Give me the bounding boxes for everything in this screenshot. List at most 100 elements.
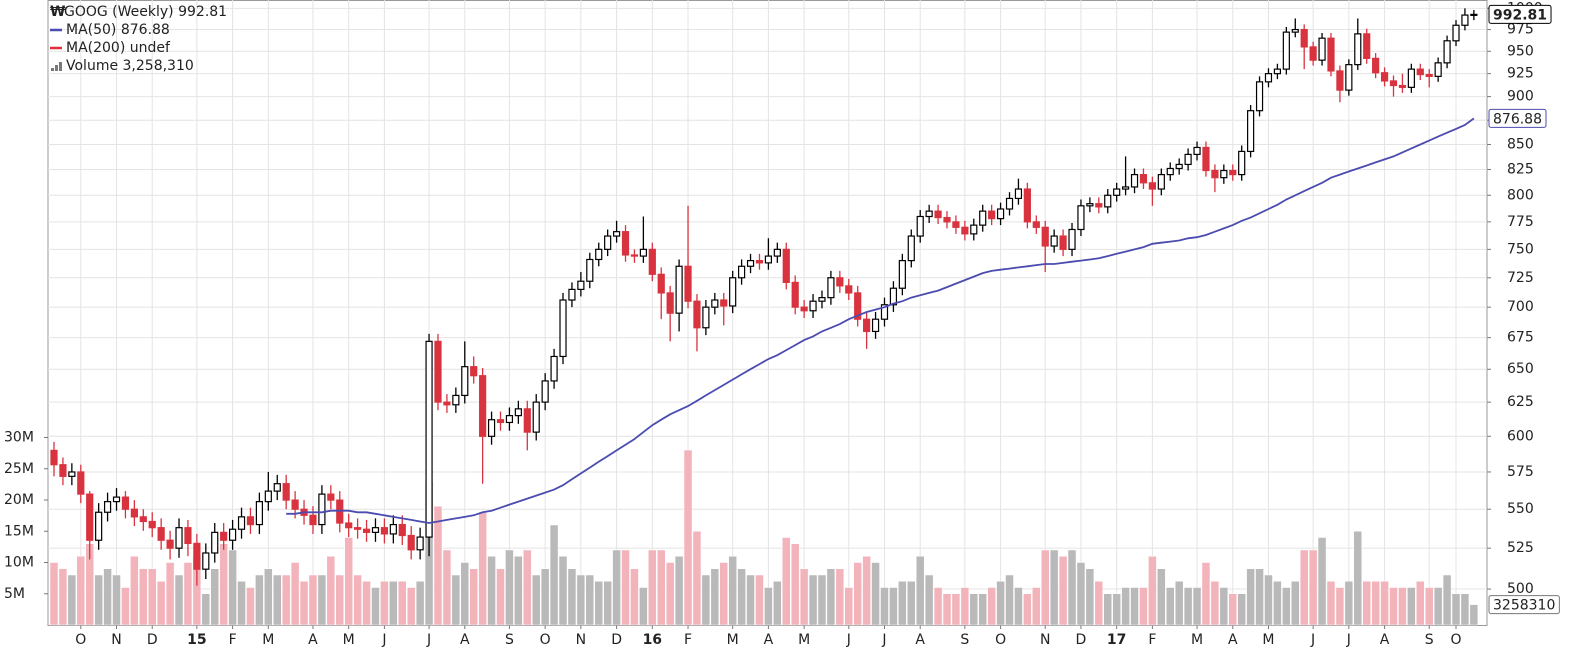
candle-body bbox=[827, 277, 835, 299]
y-tick-label: 850 bbox=[1507, 136, 1534, 152]
candle-body bbox=[880, 304, 889, 320]
x-tick-label: M bbox=[798, 632, 810, 648]
volume-bar bbox=[889, 587, 898, 626]
candle-body bbox=[416, 536, 424, 551]
volume-bar bbox=[835, 568, 845, 626]
y-tick-label: 900 bbox=[1507, 89, 1534, 105]
volume-bar bbox=[308, 574, 318, 626]
volume-tick-label: 25M bbox=[4, 461, 34, 477]
candle-body bbox=[523, 408, 531, 433]
candle-body bbox=[764, 255, 773, 264]
volume-bar bbox=[594, 581, 603, 626]
x-tick-label: J bbox=[1310, 632, 1315, 648]
candle-body bbox=[729, 277, 737, 307]
candle-body bbox=[809, 300, 817, 312]
candle-body bbox=[202, 552, 210, 570]
candle-body bbox=[452, 394, 460, 406]
volume-bar bbox=[1424, 587, 1434, 626]
volume-bar bbox=[826, 568, 836, 626]
candle-body bbox=[157, 527, 165, 541]
legend-icon bbox=[55, 65, 58, 71]
volume-bar bbox=[719, 562, 728, 626]
volume-bar bbox=[505, 549, 514, 626]
candle-body bbox=[970, 224, 978, 235]
x-tick-label: M bbox=[727, 632, 739, 648]
candle-body bbox=[345, 522, 353, 529]
candle-body bbox=[229, 528, 237, 541]
volume-bar bbox=[165, 562, 175, 626]
volume-bar bbox=[1273, 581, 1282, 626]
candle-body bbox=[1193, 146, 1201, 156]
candle-body bbox=[470, 366, 478, 377]
y-tick-label: 525 bbox=[1507, 540, 1534, 556]
volume-tick-label: 20M bbox=[4, 492, 34, 508]
candle-body bbox=[505, 415, 514, 424]
volume-bar bbox=[1174, 581, 1184, 626]
volume-bar bbox=[49, 562, 59, 626]
x-tick-label: M bbox=[343, 632, 355, 648]
volume-bar bbox=[1085, 568, 1095, 626]
volume-bar bbox=[871, 562, 880, 626]
candle-body bbox=[130, 508, 138, 518]
volume-bar bbox=[67, 574, 77, 626]
volume-bar bbox=[1451, 593, 1461, 626]
volume-bar bbox=[1317, 537, 1327, 626]
candle-body bbox=[496, 419, 505, 424]
candle-body bbox=[773, 248, 781, 257]
volume-bar bbox=[398, 581, 407, 626]
volume-bar bbox=[951, 593, 961, 626]
volume-bar bbox=[1291, 581, 1300, 626]
candle-body bbox=[755, 260, 764, 264]
candle-body bbox=[327, 493, 335, 501]
candle-body bbox=[193, 542, 201, 570]
volume-bar bbox=[844, 587, 854, 626]
candle-body bbox=[711, 299, 719, 308]
candle-body bbox=[95, 511, 103, 541]
volume-bar bbox=[219, 543, 228, 626]
volume-bar bbox=[1040, 549, 1050, 626]
candle-body bbox=[577, 280, 585, 290]
volume-bar bbox=[1023, 593, 1032, 626]
volume-bar bbox=[1371, 581, 1380, 626]
candle-body bbox=[648, 248, 656, 275]
candle-body bbox=[666, 292, 674, 314]
volume-bar bbox=[817, 574, 827, 626]
candle-body bbox=[586, 258, 594, 282]
volume-bar bbox=[406, 587, 416, 626]
candle-body bbox=[1059, 235, 1067, 250]
candle-body bbox=[1407, 68, 1415, 88]
candle-body bbox=[1068, 228, 1076, 250]
volume-bar bbox=[1469, 604, 1479, 626]
candle-body bbox=[1113, 188, 1121, 196]
candle-body bbox=[568, 288, 576, 301]
value-box bbox=[1488, 108, 1547, 128]
candle-body bbox=[1005, 197, 1014, 210]
candle-body bbox=[746, 260, 755, 267]
volume-bar bbox=[612, 549, 621, 626]
candle-body bbox=[1309, 46, 1317, 61]
volume-bar bbox=[969, 593, 979, 626]
volume-bar bbox=[960, 587, 970, 626]
x-tick-label: 15 bbox=[187, 632, 206, 648]
volume-bar bbox=[790, 543, 800, 626]
candle-body bbox=[514, 408, 522, 417]
volume-bar bbox=[1282, 587, 1291, 626]
candle-body bbox=[1345, 64, 1353, 91]
legend-label: MA(50) 876.88 bbox=[66, 22, 170, 38]
candle-body bbox=[738, 265, 746, 279]
x-tick-label: J bbox=[426, 632, 431, 648]
y-tick-label: 975 bbox=[1507, 22, 1534, 38]
candle-body bbox=[604, 235, 612, 250]
volume-bar bbox=[585, 574, 595, 626]
candle-body bbox=[479, 375, 487, 437]
candle-body bbox=[675, 265, 683, 314]
volume-bar bbox=[648, 549, 657, 626]
candle-body bbox=[532, 401, 540, 433]
candle-body bbox=[291, 499, 299, 510]
volume-bar bbox=[317, 574, 327, 626]
candle-body bbox=[961, 226, 969, 235]
candle-body bbox=[1220, 169, 1228, 179]
legend-icon: ₩ bbox=[50, 4, 66, 20]
volume-tick-label: 15M bbox=[4, 523, 34, 539]
candle-body bbox=[720, 299, 728, 307]
